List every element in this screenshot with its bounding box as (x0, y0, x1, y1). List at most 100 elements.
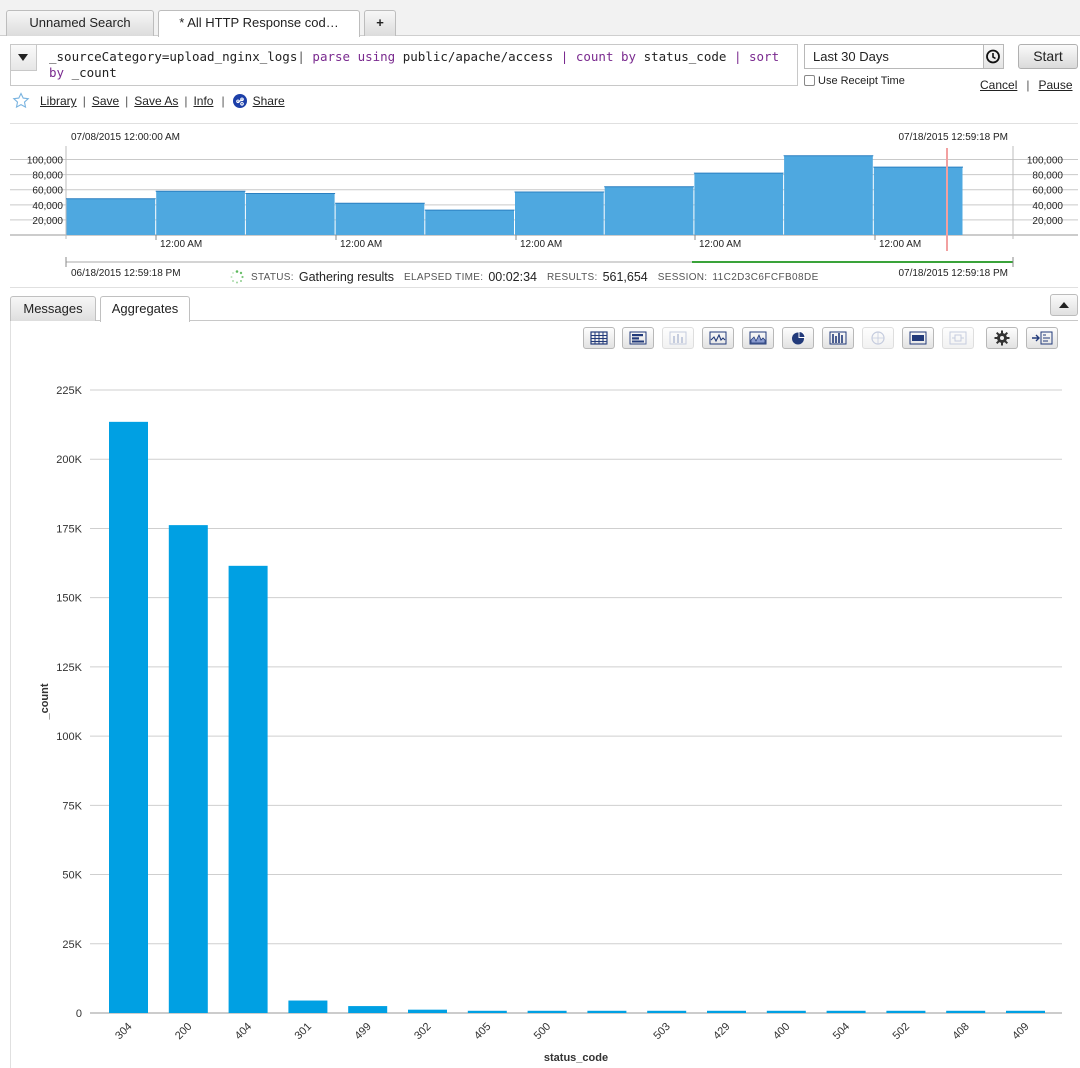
box-plot-button[interactable] (942, 327, 974, 349)
separator: | (1026, 78, 1030, 92)
new-tab-button[interactable]: + (364, 10, 396, 36)
info-link[interactable]: Info (193, 94, 214, 108)
chart-bar[interactable] (168, 525, 208, 1013)
chart-bar[interactable] (109, 421, 148, 1013)
range-start-label: 06/18/2015 12:59:18 PM (71, 268, 181, 279)
chart-settings-button[interactable] (986, 327, 1018, 349)
bar-chart-icon (629, 331, 647, 345)
pie-chart-button[interactable] (782, 327, 814, 349)
chart-y-tick-label: 25K (62, 939, 82, 951)
chart-bar[interactable] (647, 1010, 687, 1013)
save-link[interactable]: Save (91, 94, 120, 108)
status-value: Gathering results (298, 270, 395, 284)
separator: | (184, 94, 188, 108)
histogram-y-tick-right: 80,000 (1032, 171, 1063, 182)
histogram-bar[interactable] (245, 193, 335, 236)
query-text[interactable]: _sourceCategory=upload_nginx_logs| parse… (49, 49, 789, 81)
pie-chart-icon (792, 330, 806, 345)
chart-bar[interactable] (527, 1010, 567, 1013)
chart-y-tick-label: 50K (62, 870, 82, 882)
column-chart-icon (669, 331, 687, 345)
histogram-bar[interactable] (873, 167, 963, 235)
tab-messages[interactable]: Messages (10, 296, 96, 321)
start-button[interactable]: Start (1018, 44, 1078, 69)
histogram-bar[interactable] (694, 173, 784, 235)
line-chart-button[interactable] (702, 327, 734, 349)
query-pipe: | (733, 49, 742, 64)
chart-bar[interactable] (886, 1010, 926, 1013)
receipt-time-checkbox[interactable] (804, 75, 815, 86)
histogram-bar[interactable] (425, 210, 514, 235)
session-value: 11C2D3C6FCFB08DE (712, 271, 819, 283)
share-link[interactable]: Share (252, 94, 285, 108)
chart-y-axis-title: _count (39, 683, 51, 720)
separator: | (221, 94, 225, 108)
status-bar: STATUS: Gathering results ELAPSED TIME: … (230, 270, 819, 284)
chart-bar[interactable] (288, 1000, 328, 1013)
use-receipt-time[interactable]: Use Receipt Time (804, 75, 905, 87)
histogram-chart[interactable]: 100,000 100,000 80,000 80,000 60,000 60,000 40… (10, 124, 1078, 289)
session-label: SESSION: (657, 271, 708, 283)
tab-unnamed-search[interactable]: Unnamed Search (6, 10, 154, 36)
chart-x-tick-label: 400 (771, 1021, 792, 1042)
gear-icon (994, 330, 1010, 346)
histogram-y-tick-right: 60,000 (1032, 186, 1063, 197)
chart-bar[interactable] (946, 1010, 986, 1013)
chart-bar[interactable] (408, 1009, 447, 1013)
chart-bar[interactable] (348, 1006, 388, 1013)
chart-x-tick-label: 408 (950, 1021, 971, 1042)
share-icon[interactable] (232, 94, 247, 108)
histogram-x-label: 12:00 AM (699, 239, 741, 250)
chart-bar[interactable] (587, 1010, 627, 1013)
histogram-bar[interactable] (604, 186, 694, 235)
query-editor[interactable]: _sourceCategory=upload_nginx_logs| parse… (10, 44, 798, 86)
time-range-input[interactable]: Last 30 Days (804, 44, 984, 69)
chart-bar[interactable] (826, 1010, 866, 1013)
spinner-icon (230, 270, 244, 284)
receipt-time-label: Use Receipt Time (818, 75, 905, 87)
histogram-start-label: 07/08/2015 12:00:00 AM (71, 132, 180, 143)
library-link[interactable]: Library (40, 94, 77, 108)
save-as-link[interactable]: Save As (134, 94, 179, 108)
histogram-y-tick-left: 40,000 (32, 201, 63, 212)
chart-bar[interactable] (707, 1010, 746, 1013)
query-parser-name: public/apache/access (402, 49, 554, 64)
map-button[interactable] (862, 327, 894, 349)
tab-http-response-codes[interactable]: * All HTTP Response cod… (158, 10, 360, 37)
pause-link[interactable]: Pause (1038, 78, 1073, 92)
add-to-dashboard-button[interactable] (1026, 327, 1058, 349)
collapse-histogram-button[interactable] (1050, 294, 1078, 316)
histogram-bar[interactable] (335, 203, 425, 235)
histogram-end-label: 07/18/2015 12:59:18 PM (898, 132, 1008, 143)
histogram-bar[interactable] (784, 155, 873, 235)
histogram-bar[interactable] (515, 191, 604, 235)
histogram-bar[interactable] (156, 191, 245, 235)
chart-bar[interactable] (766, 1010, 806, 1013)
chart-bar[interactable] (228, 565, 268, 1013)
histogram-panel: 100,000 100,000 80,000 80,000 60,000 60,000 40… (10, 123, 1078, 288)
histogram-y-tick-right: 100,000 (1027, 156, 1064, 167)
query-source-category: _sourceCategory=upload_nginx_logs (49, 49, 298, 64)
chart-y-tick-label: 200K (56, 454, 82, 466)
combo-chart-button[interactable] (822, 327, 854, 349)
area-chart-button[interactable] (742, 327, 774, 349)
tab-aggregates[interactable]: Aggregates (100, 296, 190, 322)
add-to-dashboard-icon (1032, 331, 1053, 345)
aggregates-bar-chart[interactable]: 0 25K 50K 75K 100K 125K 150K 175K 200K 225K 304 200… (10, 323, 1078, 1068)
chart-x-tick-label: 200 (173, 1021, 194, 1042)
query-keyword-count: count by (575, 49, 637, 64)
results-value: 561,654 (602, 270, 648, 284)
cancel-link[interactable]: Cancel (980, 78, 1018, 92)
chart-y-tick-label: 225K (56, 385, 82, 397)
column-chart-button[interactable] (662, 327, 694, 349)
bar-chart-button[interactable] (622, 327, 654, 349)
chart-y-tick-label: 150K (56, 593, 82, 605)
single-value-button[interactable] (902, 327, 934, 349)
histogram-bar[interactable] (66, 198, 156, 235)
chart-bar[interactable] (467, 1010, 507, 1013)
time-picker-button[interactable] (984, 44, 1004, 69)
table-view-button[interactable] (583, 327, 615, 349)
query-history-dropdown[interactable] (11, 45, 37, 71)
chart-bar[interactable] (1006, 1010, 1045, 1013)
star-icon[interactable] (12, 92, 30, 110)
